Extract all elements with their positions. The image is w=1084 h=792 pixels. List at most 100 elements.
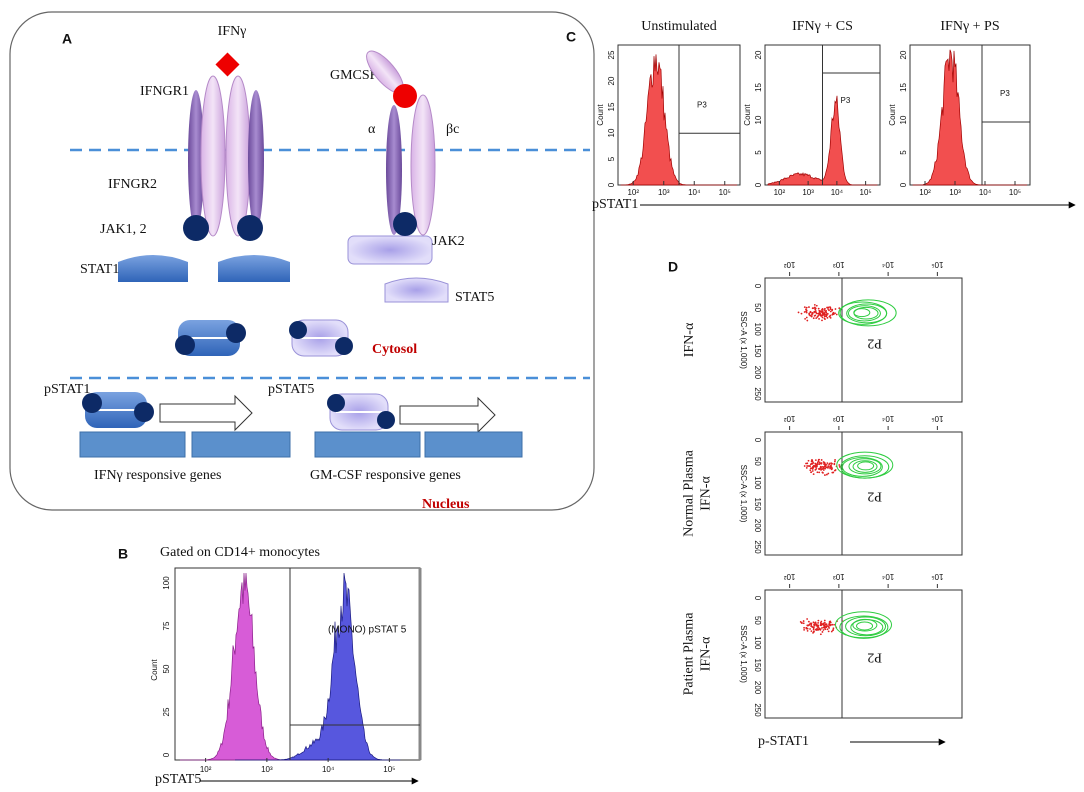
receptor xyxy=(200,75,226,237)
gate-label: P3 xyxy=(841,96,851,105)
event xyxy=(812,464,815,467)
event xyxy=(817,619,820,622)
event xyxy=(822,461,825,463)
x-tick-label: 10⁵ xyxy=(383,765,395,774)
plot-label: Normal Plasma xyxy=(682,449,697,536)
event xyxy=(814,621,817,624)
event xyxy=(810,471,812,474)
event xyxy=(808,306,810,308)
event xyxy=(820,310,823,313)
event xyxy=(809,463,812,466)
event xyxy=(805,306,808,309)
x-tick-label: 10⁴ xyxy=(881,414,894,423)
event xyxy=(800,312,803,315)
event xyxy=(805,467,808,469)
event xyxy=(818,309,821,312)
gene xyxy=(424,431,523,458)
y-tick-label: 15 xyxy=(754,83,763,92)
event xyxy=(820,462,823,465)
plot-frame xyxy=(174,567,421,761)
y-tick-label: 25 xyxy=(607,50,616,59)
event xyxy=(826,466,829,469)
event xyxy=(810,314,813,316)
panel-b: B Gated on CD14+ monocytes (MONO) pSTAT … xyxy=(118,545,422,787)
gene xyxy=(191,431,291,458)
x-tick-label: 10³ xyxy=(833,260,845,269)
receptor xyxy=(410,94,436,236)
event xyxy=(828,309,830,312)
jak xyxy=(183,215,209,241)
event xyxy=(809,311,812,314)
event xyxy=(831,471,834,474)
event xyxy=(826,462,829,465)
stat5 xyxy=(384,277,449,303)
y-tick-label: 15 xyxy=(899,83,908,92)
y-tick-label: 50 xyxy=(162,664,171,673)
y-tick-label: 0 xyxy=(607,182,616,187)
y-tick-label: 0 xyxy=(753,284,762,289)
jak-label: JAK1, 2 xyxy=(100,222,147,237)
event xyxy=(831,629,834,632)
x-tick-label: 10³ xyxy=(261,765,273,774)
event xyxy=(804,317,807,320)
arrow xyxy=(399,396,496,434)
y-tick-label: 10 xyxy=(754,115,763,124)
alpha-label: α xyxy=(368,122,376,137)
event xyxy=(814,459,817,462)
event xyxy=(812,473,815,476)
event xyxy=(805,311,808,314)
plot-label: Patient Plasma xyxy=(682,612,697,696)
contour xyxy=(846,303,888,324)
event xyxy=(818,318,820,320)
event xyxy=(829,308,832,311)
event xyxy=(809,628,811,630)
y-tick-label: 200 xyxy=(753,366,762,380)
gene xyxy=(314,431,421,458)
event xyxy=(820,459,823,461)
y-tick-label: 5 xyxy=(899,150,908,155)
receptor xyxy=(386,105,402,235)
x-tick-label: 10³ xyxy=(658,188,670,197)
receptor xyxy=(188,90,204,230)
gate-label: P2 xyxy=(867,649,882,664)
event xyxy=(812,621,815,624)
event xyxy=(803,626,805,629)
event xyxy=(818,627,821,630)
plot-frame xyxy=(909,44,1031,186)
plot-frame xyxy=(764,431,963,556)
y-tick-label: 0 xyxy=(754,182,763,187)
event xyxy=(833,463,836,466)
event xyxy=(820,620,823,623)
x-tick-label: 10⁴ xyxy=(688,188,701,197)
event xyxy=(814,310,817,313)
receptor xyxy=(248,90,264,230)
x-tick-label: 10³ xyxy=(802,188,814,197)
gmcsf-ligand xyxy=(393,84,417,108)
event xyxy=(817,626,819,628)
y-tick-label: 20 xyxy=(899,50,908,59)
event xyxy=(828,627,831,629)
histogram xyxy=(912,49,1027,186)
event xyxy=(802,622,805,625)
event xyxy=(815,468,817,471)
contour xyxy=(845,616,887,637)
beta-label: βc xyxy=(446,122,459,137)
event xyxy=(803,311,806,313)
y-tick-label: 250 xyxy=(753,703,762,717)
plot-label: IFN-α xyxy=(699,476,714,511)
event xyxy=(810,315,813,318)
y-tick-label: 75 xyxy=(162,621,171,630)
jak2-box xyxy=(347,235,433,265)
event xyxy=(825,623,828,626)
x-tick-label: 10⁵ xyxy=(931,572,943,581)
event xyxy=(799,621,802,623)
plot-label: IFN-α xyxy=(699,636,714,671)
jak xyxy=(393,212,417,236)
event xyxy=(815,628,817,631)
y-tick-label: 100 xyxy=(753,323,762,337)
stat1 xyxy=(218,255,290,282)
event xyxy=(810,622,813,625)
y-tick-label: 150 xyxy=(753,659,762,673)
event xyxy=(828,622,831,625)
